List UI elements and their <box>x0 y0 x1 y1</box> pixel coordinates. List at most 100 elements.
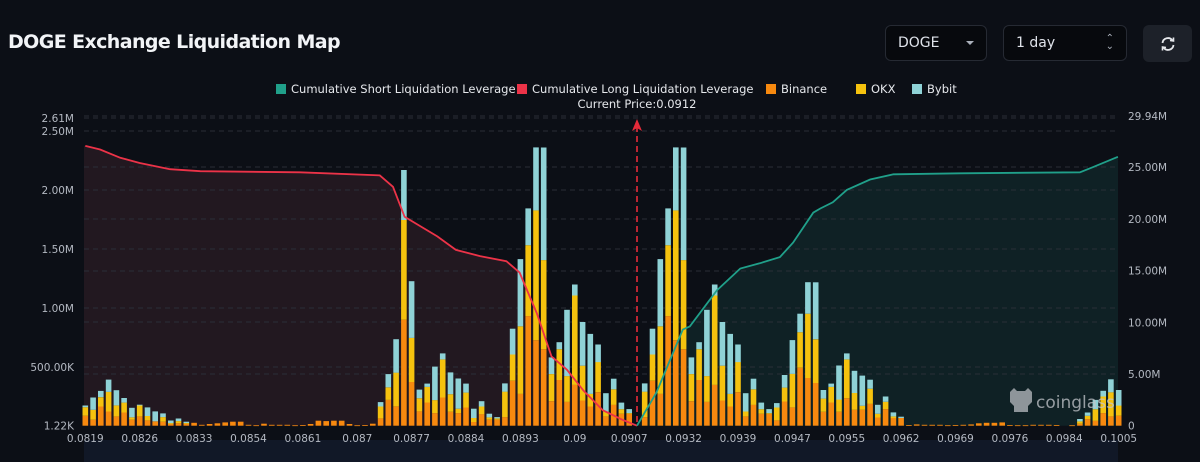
bar-stack[interactable] <box>416 389 423 426</box>
bar-stack[interactable] <box>704 309 710 426</box>
bar-stack[interactable] <box>533 147 539 426</box>
time-range-select[interactable]: 1 day ⌃ ⌄ <box>1003 25 1127 61</box>
legend-item[interactable]: OKX <box>856 82 896 96</box>
bar-stack[interactable] <box>812 282 819 426</box>
bar-stack[interactable] <box>1115 390 1122 426</box>
bar-stack[interactable] <box>323 421 329 426</box>
bar-stack[interactable] <box>991 422 998 426</box>
bar-stack[interactable] <box>797 313 803 426</box>
bar-stack[interactable] <box>626 409 632 426</box>
bar-stack[interactable] <box>1077 419 1083 426</box>
bar-stack[interactable] <box>999 422 1005 426</box>
bar-stack[interactable] <box>1084 412 1091 426</box>
bar-stack[interactable] <box>455 378 462 426</box>
bar-stack[interactable] <box>183 421 190 426</box>
bar-stack[interactable] <box>665 208 671 426</box>
bar-stack[interactable] <box>952 425 959 426</box>
bar-stack[interactable] <box>214 423 221 426</box>
bar-stack[interactable] <box>774 403 780 426</box>
bar-stack[interactable] <box>898 416 904 426</box>
bar-stack[interactable] <box>766 409 772 426</box>
bar-stack[interactable] <box>269 424 275 426</box>
bar-stack[interactable] <box>408 281 415 426</box>
bar-stack[interactable] <box>129 407 135 426</box>
bar-stack[interactable] <box>983 422 990 426</box>
legend-item[interactable]: Cumulative Long Liquidation Leverage <box>517 82 754 96</box>
bar-stack[interactable] <box>463 383 469 426</box>
bar-stack[interactable] <box>175 418 182 426</box>
bar-stack[interactable] <box>447 372 454 426</box>
bar-stack[interactable] <box>370 423 376 426</box>
bar-stack[interactable] <box>199 424 205 426</box>
bar-stack[interactable] <box>525 208 531 426</box>
bar-stack[interactable] <box>300 425 306 426</box>
bar-stack[interactable] <box>758 402 765 426</box>
bar-stack[interactable] <box>486 413 493 426</box>
bar-stack[interactable] <box>105 379 112 426</box>
bar-stack[interactable] <box>276 424 283 426</box>
bar-stack[interactable] <box>113 390 120 426</box>
bar-stack[interactable] <box>548 357 555 426</box>
bar-stack[interactable] <box>890 412 897 426</box>
bar-stack[interactable] <box>245 424 252 426</box>
bar-stack[interactable] <box>160 413 166 426</box>
bar-stack[interactable] <box>253 425 259 427</box>
bar-stack[interactable] <box>509 328 516 426</box>
bar-stack[interactable] <box>540 147 547 426</box>
bar-stack[interactable] <box>711 284 718 426</box>
bar-stack[interactable] <box>1069 425 1075 427</box>
bar-stack[interactable] <box>237 421 244 426</box>
bar-stack[interactable] <box>471 408 477 426</box>
bar-stack[interactable] <box>657 259 664 426</box>
bar-stack[interactable] <box>828 383 834 426</box>
bar-stack[interactable] <box>820 390 827 426</box>
bar-stack[interactable] <box>836 365 842 426</box>
bar-stack[interactable] <box>338 420 345 426</box>
bar-stack[interactable] <box>401 170 407 426</box>
bar-stack[interactable] <box>781 375 788 426</box>
bar-stack[interactable] <box>805 282 811 426</box>
bar-stack[interactable] <box>680 147 687 426</box>
legend-item[interactable]: Bybit <box>912 82 957 96</box>
legend-item[interactable]: Binance <box>766 82 827 96</box>
bar-stack[interactable] <box>1046 424 1052 426</box>
bar-stack[interactable] <box>789 340 796 426</box>
bar-stack[interactable] <box>937 424 943 426</box>
bar-stack[interactable] <box>1053 425 1060 426</box>
bar-stack[interactable] <box>439 353 446 426</box>
legend-item[interactable]: Cumulative Short Liquidation Leverage <box>276 82 516 96</box>
bar-stack[interactable] <box>152 411 158 426</box>
bar-stack[interactable] <box>90 397 96 426</box>
bar-stack[interactable] <box>913 424 920 426</box>
bar-stack[interactable] <box>377 402 384 426</box>
bar-stack[interactable] <box>867 379 873 426</box>
bar-stack[interactable] <box>284 424 291 426</box>
bar-stack[interactable] <box>1030 424 1036 426</box>
bar-stack[interactable] <box>882 396 889 426</box>
bar-stack[interactable] <box>517 259 524 426</box>
bar-stack[interactable] <box>261 423 267 426</box>
bar-stack[interactable] <box>82 405 89 426</box>
bar-stack[interactable] <box>572 284 578 426</box>
bar-stack[interactable] <box>1022 425 1029 427</box>
bar-stack[interactable] <box>393 339 399 426</box>
bar-stack[interactable] <box>921 424 928 426</box>
refresh-button[interactable] <box>1143 25 1192 62</box>
bar-stack[interactable] <box>750 378 757 426</box>
bar-stack[interactable] <box>641 383 648 426</box>
bar-stack[interactable] <box>1014 425 1021 427</box>
bar-stack[interactable] <box>494 417 500 426</box>
bar-stack[interactable] <box>362 425 368 426</box>
bar-stack[interactable] <box>649 328 656 426</box>
bar-stack[interactable] <box>844 353 850 426</box>
bar-stack[interactable] <box>610 378 617 426</box>
bar-stack[interactable] <box>98 390 104 426</box>
bar-stack[interactable] <box>742 393 749 426</box>
bar-stack[interactable] <box>851 370 858 426</box>
bar-stack[interactable] <box>206 424 213 426</box>
bar-stack[interactable] <box>929 424 935 426</box>
bar-stack[interactable] <box>168 420 174 426</box>
symbol-select[interactable]: DOGE <box>885 25 987 61</box>
bar-stack[interactable] <box>673 147 679 426</box>
bar-stack[interactable] <box>144 407 151 426</box>
